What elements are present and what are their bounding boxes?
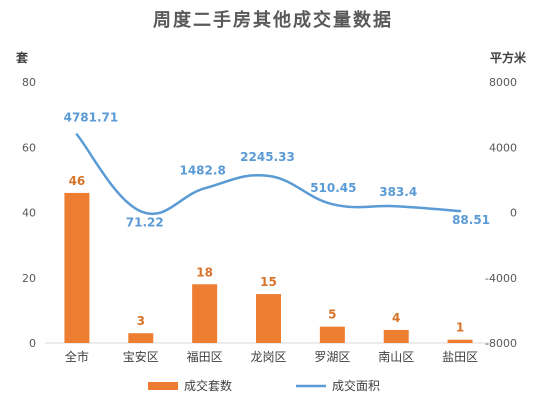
y-right-tick-label: 0 bbox=[510, 207, 517, 220]
bar bbox=[192, 284, 218, 343]
bar-value-label: 15 bbox=[260, 275, 277, 289]
y-left-tick-label: 0 bbox=[29, 337, 36, 350]
bar-value-label: 4 bbox=[392, 311, 400, 325]
legend: 成交套数 成交面积 bbox=[148, 378, 380, 393]
y-left-tick-label: 60 bbox=[22, 141, 36, 154]
left-axis-unit: 套 bbox=[15, 50, 29, 65]
line-value-label: 1482.8 bbox=[179, 163, 225, 177]
bar-series bbox=[64, 192, 473, 343]
x-tick-label: 全市 bbox=[65, 349, 89, 364]
chart-title: 周度二手房其他成交量数据 bbox=[153, 9, 393, 31]
legend-swatch-bar bbox=[148, 382, 178, 390]
bar-value-label: 1 bbox=[456, 321, 464, 335]
y-right-tick-label: -4000 bbox=[485, 272, 517, 285]
line-value-label: 510.45 bbox=[310, 181, 356, 195]
y-left-tick-label: 20 bbox=[22, 272, 36, 285]
x-tick-label: 盐田区 bbox=[442, 350, 478, 364]
right-axis-unit: 平方米 bbox=[490, 50, 527, 65]
axes: 0 20 40 60 80 -8000 -4000 0 4000 8000 全市 宝安区 福田区 龙岗区 罗… bbox=[22, 76, 517, 364]
line-series bbox=[75, 133, 462, 216]
legend-label: 成交面积 bbox=[332, 378, 380, 393]
y-right-tick-label: -8000 bbox=[485, 337, 517, 350]
bar-value-label: 46 bbox=[69, 174, 86, 188]
bar-value-label: 3 bbox=[137, 314, 145, 328]
line-value-label: 71.22 bbox=[126, 215, 164, 229]
line-value-label: 383.4 bbox=[379, 185, 417, 199]
bar bbox=[64, 192, 90, 343]
y-left-tick-label: 40 bbox=[22, 207, 36, 220]
bar bbox=[383, 329, 409, 343]
bar-value-label: 5 bbox=[328, 308, 336, 322]
bar bbox=[128, 333, 154, 343]
x-tick-label: 罗湖区 bbox=[314, 349, 350, 364]
line-path bbox=[75, 133, 462, 216]
line-value-label: 2245.33 bbox=[240, 150, 295, 164]
legend-label: 成交套数 bbox=[184, 378, 232, 393]
bar-value-label: 18 bbox=[196, 265, 213, 279]
y-left-tick-label: 80 bbox=[22, 76, 36, 89]
x-tick-label: 南山区 bbox=[378, 349, 414, 364]
x-tick-label: 福田区 bbox=[187, 349, 223, 364]
line-value-label: 88.51 bbox=[452, 213, 490, 227]
bar bbox=[447, 339, 473, 343]
y-right-tick-label: 8000 bbox=[489, 76, 517, 89]
x-tick-label: 龙岗区 bbox=[250, 350, 286, 364]
bar bbox=[319, 326, 345, 343]
y-right-tick-label: 4000 bbox=[489, 141, 517, 154]
bar bbox=[256, 294, 281, 343]
x-tick-label: 宝安区 bbox=[123, 349, 159, 364]
line-value-label: 4781.71 bbox=[64, 110, 119, 124]
data-labels: 46 3 18 15 5 4 1 4781.71 71.22 1482.8 2245.33 510.4… bbox=[64, 110, 490, 334]
